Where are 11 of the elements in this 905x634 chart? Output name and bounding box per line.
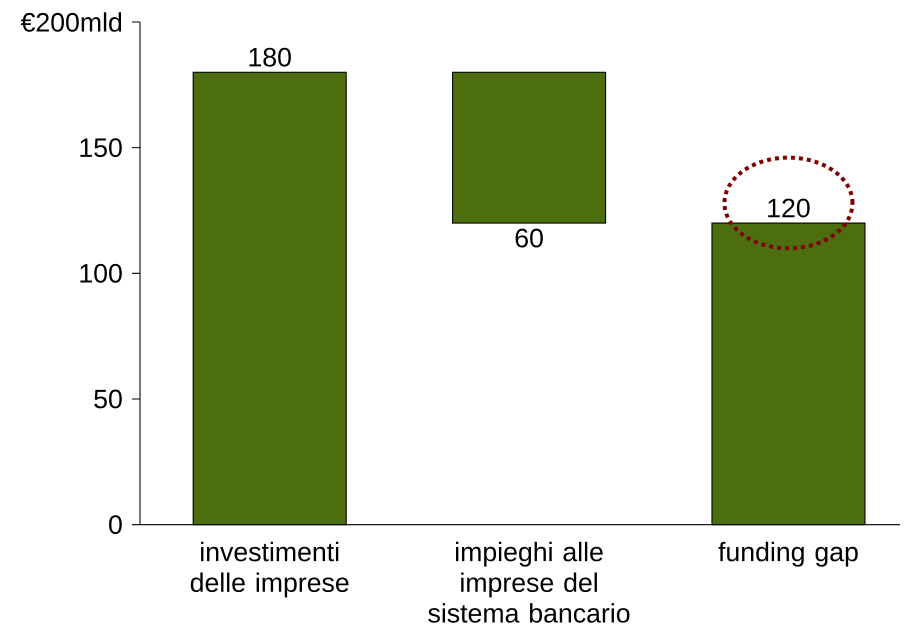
x-tick-label: impieghi alle imprese del sistema bancario <box>428 542 630 623</box>
y-tick-label: 0 <box>109 515 122 534</box>
data-label: 180 <box>249 48 291 67</box>
x-tick-label: funding gap <box>718 542 858 567</box>
y-tick-label: €200mld <box>20 12 122 32</box>
data-label: 120 <box>768 198 810 218</box>
data-label: 60 <box>516 228 543 248</box>
x-tick-label: investimenti delle imprese <box>190 542 348 598</box>
y-tick-label: 150 <box>80 138 122 158</box>
y-tick-label: 50 <box>94 390 122 408</box>
y-tick-label: 100 <box>80 264 122 283</box>
